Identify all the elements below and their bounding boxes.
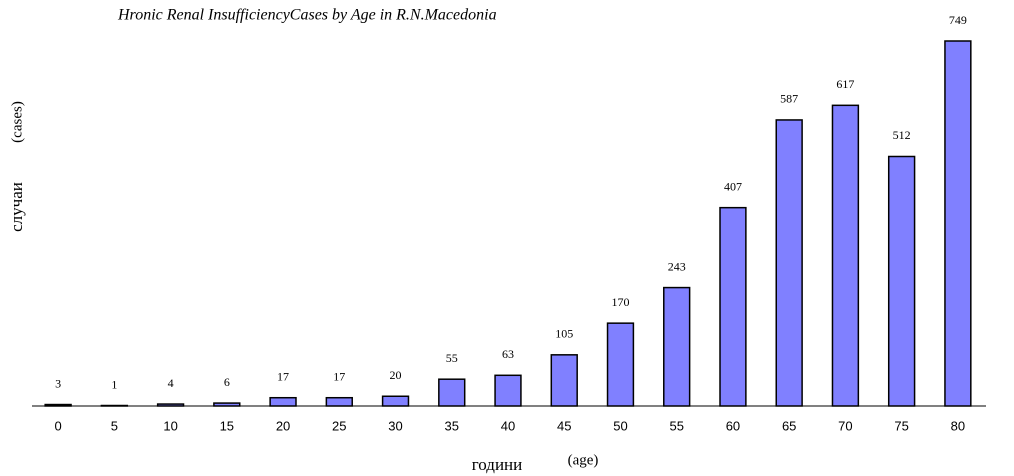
data-label: 587 — [780, 92, 798, 106]
bar — [887, 155, 916, 407]
bar — [381, 395, 410, 407]
bar — [494, 374, 522, 407]
bar — [663, 286, 691, 407]
bar — [775, 119, 803, 407]
x-axis-label-note: (age) — [568, 452, 599, 468]
x-tick-label: 75 — [894, 418, 908, 433]
x-tick-label: 25 — [332, 418, 346, 433]
bar — [831, 104, 860, 407]
data-label: 20 — [390, 368, 402, 382]
x-tick-label: 35 — [445, 418, 459, 433]
x-tick-label: 10 — [163, 418, 177, 433]
x-tick-label: 60 — [726, 418, 740, 433]
bar — [550, 354, 578, 407]
data-label: 3 — [55, 376, 61, 390]
x-tick-label: 70 — [838, 418, 852, 433]
x-tick-label: 50 — [613, 418, 627, 433]
x-tick-label: 20 — [276, 418, 290, 433]
data-label: 17 — [333, 369, 345, 383]
chart-title: Hronic Renal InsufficiencyCases by Age i… — [117, 7, 497, 24]
bar — [213, 402, 241, 407]
data-label: 17 — [277, 369, 289, 383]
x-tick-label: 65 — [782, 418, 796, 433]
data-label: 170 — [611, 295, 629, 309]
x-axis-label: години — [472, 455, 523, 474]
data-label: 4 — [168, 376, 174, 390]
x-tick-label: 15 — [220, 418, 234, 433]
bar — [269, 396, 297, 407]
bar — [44, 403, 72, 407]
bar — [944, 40, 972, 407]
bar — [156, 403, 185, 407]
data-label: 6 — [224, 375, 230, 389]
data-label: 243 — [668, 259, 686, 273]
x-tick-label: 5 — [111, 418, 118, 433]
data-label: 512 — [893, 128, 911, 142]
data-label: 749 — [949, 13, 967, 27]
bar — [606, 322, 635, 407]
y-axis-label-note: (cases) — [9, 101, 25, 143]
x-tick-label: 30 — [388, 418, 402, 433]
data-label: 1 — [111, 377, 117, 391]
data-label: 617 — [836, 77, 854, 91]
bar — [438, 378, 466, 407]
data-label: 63 — [502, 347, 514, 361]
y-axis-label: случаи — [7, 182, 26, 232]
x-tick-label: 80 — [951, 418, 965, 433]
data-label: 105 — [555, 327, 573, 341]
data-label: 55 — [446, 351, 458, 365]
bar — [325, 396, 353, 407]
x-tick-label: 45 — [557, 418, 571, 433]
x-tick-label: 55 — [669, 418, 683, 433]
data-label: 407 — [724, 179, 742, 193]
x-tick-label: 40 — [501, 418, 515, 433]
bar — [719, 206, 747, 407]
x-tick-label: 0 — [55, 418, 62, 433]
